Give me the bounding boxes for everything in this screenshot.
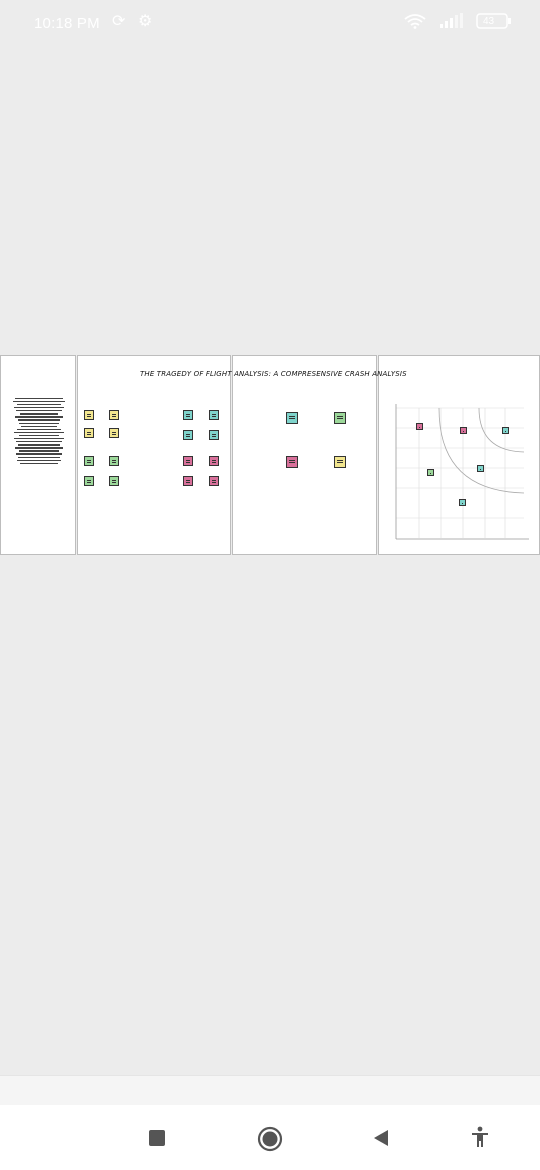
status-bar: 10:18 PM ⟳ ⚙ 43: [0, 0, 540, 48]
frame-reasons[interactable]: [77, 355, 231, 555]
frame-summary[interactable]: [232, 355, 377, 555]
sticky-note[interactable]: [84, 476, 94, 486]
battery-icon: [476, 13, 512, 34]
sticky-note[interactable]: [84, 456, 94, 466]
sticky-note[interactable]: [334, 412, 346, 424]
matrix-grid: [395, 404, 529, 540]
sticky-note[interactable]: [209, 430, 219, 440]
sticky-note[interactable]: [209, 476, 219, 486]
sticky-note[interactable]: [183, 476, 193, 486]
accessibility-icon: [472, 1126, 488, 1147]
triangle-icon: [374, 1130, 388, 1146]
sticky-note[interactable]: [109, 456, 119, 466]
recent-apps-button[interactable]: [146, 1127, 168, 1149]
sticky-note[interactable]: [84, 428, 94, 438]
sticky-note[interactable]: [416, 423, 423, 430]
navigation-bar: [0, 1105, 540, 1170]
sticky-note[interactable]: [502, 427, 509, 434]
sticky-note[interactable]: [460, 427, 467, 434]
sticky-note[interactable]: [477, 465, 484, 472]
board-title: THE TRAGEDY OF FLIGHT ANALYSIS: A COMPRE…: [140, 370, 407, 378]
circle-icon: [257, 1126, 283, 1152]
sticky-note[interactable]: [109, 410, 119, 420]
sticky-note[interactable]: [109, 476, 119, 486]
sticky-note[interactable]: [84, 410, 94, 420]
problem-paragraph: [9, 396, 69, 466]
problem-heading: [1, 386, 75, 390]
sticky-note[interactable]: [427, 469, 434, 476]
sticky-note[interactable]: [209, 456, 219, 466]
home-button[interactable]: [256, 1125, 284, 1153]
frame-matrix[interactable]: [378, 355, 540, 555]
sticky-note[interactable]: [209, 410, 219, 420]
battery-level: 43: [483, 16, 495, 27]
sync-off-icon: ⟳: [112, 13, 126, 30]
frame-problem-text[interactable]: [0, 355, 76, 555]
signal-icon: [440, 13, 468, 34]
back-button[interactable]: [370, 1127, 392, 1149]
sticky-note[interactable]: [286, 456, 298, 468]
clock: 10:18 PM: [34, 15, 100, 32]
sticky-note[interactable]: [334, 456, 346, 468]
sticky-note[interactable]: [183, 456, 193, 466]
wifi-icon: [404, 13, 426, 34]
square-icon: [149, 1130, 165, 1146]
accessibility-button[interactable]: [469, 1125, 491, 1149]
sticky-note[interactable]: [286, 412, 298, 424]
sticky-note[interactable]: [109, 428, 119, 438]
sticky-note[interactable]: [459, 499, 466, 506]
gear-icon: ⚙: [138, 13, 153, 30]
bottom-strip: [0, 1075, 540, 1106]
sticky-note[interactable]: [183, 430, 193, 440]
board-canvas[interactable]: THE TRAGEDY OF FLIGHT ANALYSIS: A COMPRE…: [0, 355, 540, 557]
sticky-note[interactable]: [183, 410, 193, 420]
